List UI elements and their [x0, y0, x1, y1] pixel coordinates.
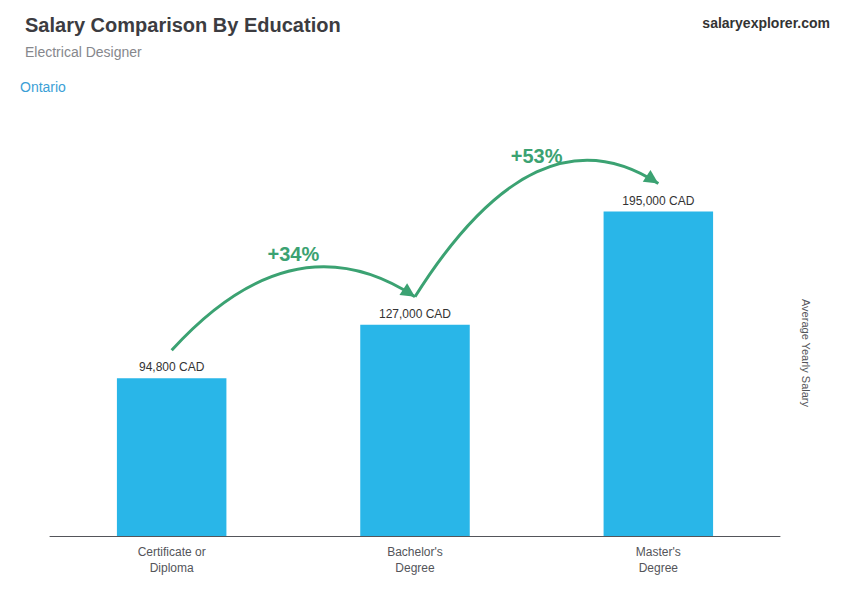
svg-text:94,800 CAD: 94,800 CAD	[139, 360, 205, 374]
svg-text:195,000 CAD: 195,000 CAD	[622, 194, 694, 208]
svg-text:+34%: +34%	[267, 243, 319, 265]
svg-text:127,000 CAD: 127,000 CAD	[379, 307, 451, 321]
svg-text:salaryexplorer.com: salaryexplorer.com	[702, 15, 830, 31]
svg-text:Master's: Master's	[636, 545, 681, 559]
svg-text:Bachelor's: Bachelor's	[387, 545, 443, 559]
svg-text:Degree: Degree	[639, 561, 679, 575]
svg-text:Degree: Degree	[395, 561, 435, 575]
svg-text:Salary Comparison By Education: Salary Comparison By Education	[25, 14, 341, 36]
svg-text:Diploma: Diploma	[150, 561, 194, 575]
svg-text:+53%: +53%	[511, 145, 563, 167]
svg-text:Average Yearly Salary: Average Yearly Salary	[800, 299, 812, 408]
svg-text:Electrical Designer: Electrical Designer	[25, 44, 142, 60]
svg-text:Ontario: Ontario	[20, 79, 66, 95]
svg-text:Certificate or: Certificate or	[138, 545, 206, 559]
